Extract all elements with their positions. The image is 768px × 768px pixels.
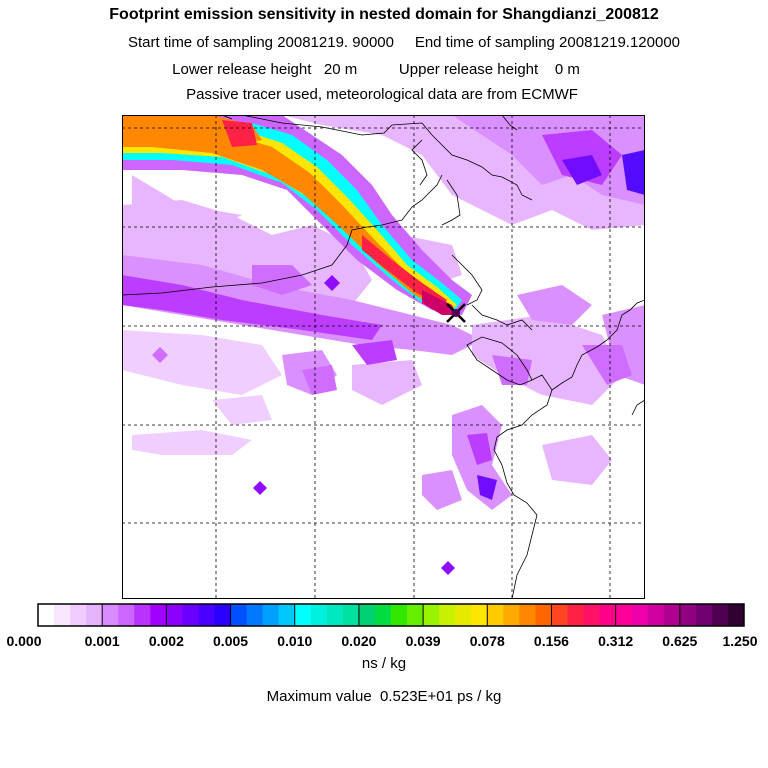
receptor-dot [452, 309, 460, 317]
colorbar-cell [102, 604, 119, 626]
colorbar-cell [567, 604, 585, 626]
colorbar-tick-label: 0.625 [662, 633, 697, 649]
colorbar-cell [391, 604, 408, 626]
colorbar-cell [358, 604, 376, 626]
colorbar-cell [134, 604, 151, 626]
colorbar-cell [214, 604, 232, 626]
colorbar-cell [118, 604, 135, 626]
colorbar-tick-label: 1.250 [722, 633, 757, 649]
colorbar-cell [150, 604, 167, 626]
colorbar-cell [727, 604, 745, 626]
colorbar-cell [695, 604, 713, 626]
footprint-map [122, 115, 645, 599]
release-height-line: Lower release height 20 m Upper release … [172, 61, 580, 78]
colorbar-cell [70, 604, 87, 626]
colorbar: 0.000 0.001 0.002 0.005 0.010 0.020 0.039 0.078… [6, 603, 758, 649]
colorbar-cell [583, 604, 601, 626]
colorbar-cell [551, 604, 568, 626]
maximum-value-text: Maximum value 0.523E+01 ps / kg [266, 688, 502, 705]
colorbar-cell [38, 604, 55, 626]
colorbar-cell [166, 604, 183, 626]
colorbar-cell [439, 604, 456, 626]
colorbar-cell [294, 604, 312, 626]
sampling-time-line: Start time of sampling 20081219. 90000 E… [127, 34, 681, 51]
colorbar-cell [246, 604, 264, 626]
emission-plume [122, 115, 472, 315]
sensitivity-field [122, 115, 645, 575]
colorbar-cells [38, 604, 745, 626]
graticule [122, 115, 645, 599]
colorbar-tick-label: 0.312 [598, 633, 633, 649]
colorbar-boundaries [101, 604, 681, 626]
colorbar-tick-label: 0.002 [149, 633, 184, 649]
colorbar-tick-label: 0.156 [534, 633, 569, 649]
colorbar-tick-label: 0.020 [341, 633, 376, 649]
tracer-info-line: Passive tracer used, meteorological data… [186, 86, 578, 103]
colorbar-cell [326, 604, 344, 626]
figure-title: Footprint emission sensitivity in nested… [109, 6, 659, 23]
colorbar-cell [647, 604, 665, 626]
colorbar-cell [455, 604, 472, 626]
colorbar-tick-label: 0.001 [85, 633, 120, 649]
colorbar-tick-label: 0.000 [6, 633, 41, 649]
colorbar-cell [54, 604, 71, 626]
colorbar-cell [262, 604, 280, 626]
colorbar-tick-labels: 0.000 0.001 0.002 0.005 0.010 0.020 0.039 0.078… [6, 633, 757, 649]
colorbar-cell [615, 604, 633, 626]
colorbar-cell [487, 604, 504, 626]
colorbar-cell [86, 604, 103, 626]
colorbar-cell [599, 604, 617, 626]
colorbar-cell [711, 604, 729, 626]
colorbar-cell [423, 604, 440, 626]
colorbar-tick-label: 0.010 [277, 633, 312, 649]
colorbar-cell [519, 604, 536, 626]
colorbar-cell [663, 604, 681, 626]
colorbar-cell [535, 604, 552, 626]
colorbar-cell [679, 604, 697, 626]
colorbar-cell [503, 604, 520, 626]
colorbar-tick-label: 0.078 [470, 633, 505, 649]
colorbar-cell [374, 604, 392, 626]
colorbar-unit: ns / kg [361, 655, 407, 672]
colorbar-cell [342, 604, 360, 626]
colorbar-tick-label: 0.005 [213, 633, 248, 649]
colorbar-frame [37, 603, 745, 627]
colorbar-cell [631, 604, 649, 626]
borders [122, 115, 645, 599]
colorbar-cell [230, 604, 248, 626]
colorbar-cell [310, 604, 328, 626]
colorbar-cell [407, 604, 424, 626]
colorbar-cell [278, 604, 296, 626]
colorbar-cell [198, 604, 215, 626]
colorbar-tick-label: 0.039 [406, 633, 441, 649]
colorbar-cell [182, 604, 199, 626]
colorbar-cell [471, 604, 488, 626]
